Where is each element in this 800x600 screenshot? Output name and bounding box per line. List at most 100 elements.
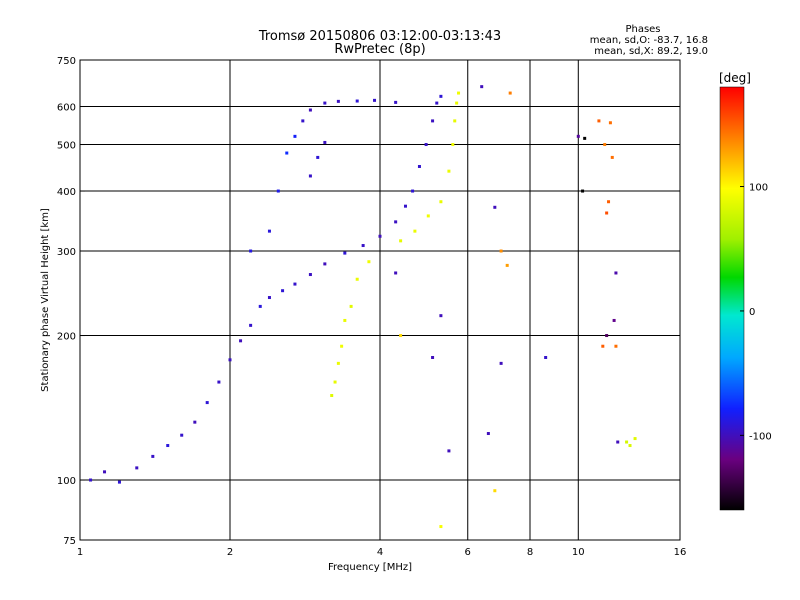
data-points xyxy=(89,85,637,529)
stats-line-x: mean, sd,X: 89.2, 19.0 xyxy=(594,46,708,57)
data-point-scatter xyxy=(605,334,609,338)
data-point-scatter xyxy=(480,85,484,89)
data-point-scatter xyxy=(499,249,503,253)
data-point-O xyxy=(285,151,289,155)
data-point-scatter xyxy=(394,271,398,275)
data-point-scatter xyxy=(614,271,618,275)
colorbar-tick-label: 100 xyxy=(749,183,768,194)
data-point-O xyxy=(217,380,221,384)
data-point-O xyxy=(293,134,297,138)
data-point-X xyxy=(625,440,629,444)
data-point-O xyxy=(394,100,398,104)
data-point-O xyxy=(151,454,155,458)
data-point-O xyxy=(276,189,280,193)
x-tick-label: 16 xyxy=(674,547,687,558)
data-point-scatter xyxy=(614,344,618,348)
data-point-O xyxy=(293,282,297,286)
data-point-X xyxy=(340,344,344,348)
data-point-X xyxy=(451,143,455,147)
y-tick-label: 100 xyxy=(57,476,76,487)
data-point-X xyxy=(343,318,347,322)
data-point-scatter xyxy=(581,189,585,193)
data-point-O xyxy=(180,433,184,437)
grid-lines xyxy=(80,60,680,540)
y-tick-label: 750 xyxy=(57,56,76,67)
data-point-scatter xyxy=(601,344,605,348)
data-point-scatter xyxy=(576,134,580,138)
data-point-X xyxy=(628,444,632,448)
data-point-O xyxy=(336,99,340,103)
data-point-scatter xyxy=(616,440,620,444)
data-point-O xyxy=(343,251,347,255)
data-point-X xyxy=(333,380,337,384)
x-tick-label: 8 xyxy=(527,547,533,558)
data-point-O xyxy=(316,155,320,159)
data-point-O xyxy=(281,289,285,293)
data-point-X xyxy=(493,489,497,493)
data-point-O xyxy=(267,296,271,300)
data-point-O xyxy=(249,249,253,253)
data-point-X xyxy=(413,229,417,233)
data-point-O xyxy=(411,189,415,193)
data-point-X xyxy=(439,525,443,529)
data-point-O xyxy=(308,273,312,277)
y-tick-label: 200 xyxy=(57,332,76,343)
data-point-O xyxy=(89,478,93,482)
data-point-X xyxy=(447,169,451,173)
data-point-scatter xyxy=(499,361,503,365)
data-point-O xyxy=(403,204,407,208)
data-point-O xyxy=(267,229,271,233)
data-point-O xyxy=(431,119,435,123)
data-point-O xyxy=(205,401,209,405)
colorbar-label: [deg] xyxy=(719,71,751,85)
x-tick-label: 2 xyxy=(227,547,233,558)
data-point-X xyxy=(455,101,459,105)
data-point-O xyxy=(103,470,107,474)
data-point-X xyxy=(457,91,461,95)
data-point-X xyxy=(336,361,340,365)
data-point-scatter xyxy=(493,205,497,209)
data-point-scatter xyxy=(447,449,451,453)
x-tick-label: 10 xyxy=(572,547,585,558)
stats-line-o: mean, sd,O: -83.7, 16.8 xyxy=(590,35,708,46)
data-point-O xyxy=(323,101,327,105)
data-point-X xyxy=(399,239,403,243)
data-point-O xyxy=(308,174,312,178)
data-point-X xyxy=(367,260,371,264)
data-point-X xyxy=(426,214,430,218)
data-point-scatter xyxy=(399,334,403,338)
x-tick-label: 4 xyxy=(377,547,383,558)
data-point-scatter xyxy=(607,200,611,204)
data-point-O xyxy=(439,94,443,98)
data-point-scatter xyxy=(439,314,443,318)
data-point-O xyxy=(394,220,398,224)
data-point-O xyxy=(424,143,428,147)
data-point-X xyxy=(453,119,457,123)
y-tick-label: 500 xyxy=(57,141,76,152)
data-point-O xyxy=(355,99,359,103)
data-point-O xyxy=(135,466,139,470)
data-point-scatter xyxy=(544,355,548,359)
colorbar: [deg] -100 0 100 xyxy=(719,71,772,511)
data-point-O xyxy=(361,244,365,248)
data-point-scatter xyxy=(486,432,490,436)
data-point-X xyxy=(439,200,443,204)
colorbar-tick-label: -100 xyxy=(749,431,772,442)
data-point-scatter xyxy=(583,136,587,140)
colorbar-tick-label: 0 xyxy=(749,307,755,318)
data-point-O xyxy=(301,119,305,123)
data-point-O xyxy=(249,323,253,327)
colorbar-gradient xyxy=(719,86,745,511)
data-point-O xyxy=(258,304,262,308)
data-point-X xyxy=(349,304,353,308)
y-axis-label: Stationary phase Virtual Height [km] xyxy=(40,208,51,392)
chart-subtitle: RwPretec (8p) xyxy=(334,42,425,57)
y-tick-label: 300 xyxy=(57,247,76,258)
data-point-scatter xyxy=(605,211,609,215)
data-point-scatter xyxy=(603,143,607,147)
data-point-scatter xyxy=(608,121,612,125)
data-point-scatter xyxy=(610,155,614,159)
data-point-O xyxy=(193,420,197,424)
data-point-X xyxy=(633,437,637,441)
